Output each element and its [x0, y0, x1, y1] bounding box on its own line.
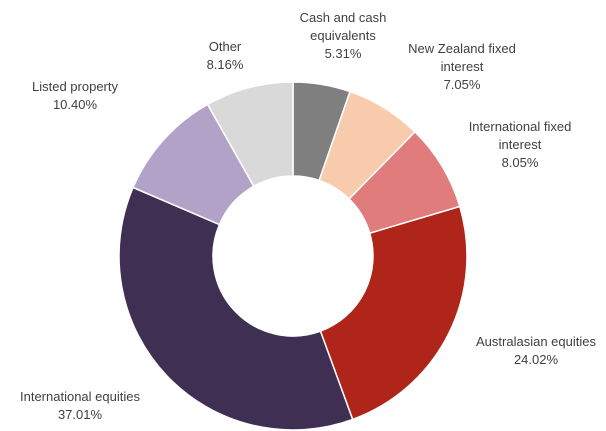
value-label: 5.31% — [324, 46, 362, 61]
slice-label: New Zealand fixed interest 7.05% — [392, 40, 532, 94]
category-label: Listed property — [32, 79, 118, 94]
category-label: New Zealand fixed interest — [408, 41, 516, 74]
slice-label: Other 8.16% — [185, 38, 265, 74]
category-label: Other — [208, 39, 242, 54]
slice — [206, 81, 294, 188]
slice-label: Australasian equities 24.02% — [456, 333, 606, 369]
value-label: 8.05% — [501, 155, 539, 170]
slice — [319, 205, 468, 421]
category-label: International fixed interest — [468, 119, 572, 152]
slice — [118, 186, 354, 431]
value-label: 37.01% — [57, 407, 103, 422]
slice-label: Cash and cash equivalents 5.31% — [288, 9, 398, 63]
category-label: Australasian equities — [476, 334, 596, 349]
slice-label: International equities 37.01% — [0, 388, 165, 424]
category-label: International equities — [20, 389, 140, 404]
value-label: 24.02% — [513, 352, 559, 367]
category-label: Cash and cash equivalents — [299, 10, 387, 43]
value-label: 7.05% — [443, 77, 481, 92]
value-label: 8.16% — [206, 57, 244, 72]
slice-label: Listed property 10.40% — [15, 78, 135, 114]
slice-label: International fixed interest 8.05% — [455, 118, 585, 172]
value-label: 10.40% — [52, 97, 98, 112]
